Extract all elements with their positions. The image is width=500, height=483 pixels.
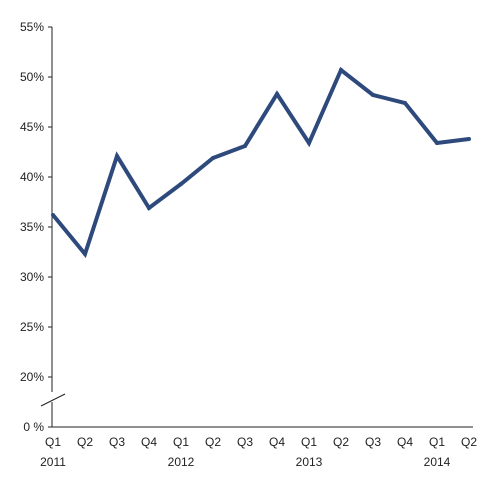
y-tick-label: 35% bbox=[20, 220, 44, 234]
x-tick-label: Q4 bbox=[269, 435, 285, 449]
series-line bbox=[51, 66, 470, 259]
x-year-label: 2012 bbox=[168, 455, 195, 469]
data-point bbox=[51, 213, 55, 217]
x-tick-label: Q3 bbox=[109, 435, 125, 449]
x-tick-label: Q3 bbox=[237, 435, 253, 449]
x-tick-label: Q1 bbox=[429, 435, 445, 449]
data-point bbox=[83, 252, 87, 256]
data-point bbox=[403, 101, 407, 105]
data-point bbox=[371, 93, 375, 97]
data-point bbox=[243, 144, 247, 148]
y-tick-label: 30% bbox=[20, 270, 44, 284]
x-tick-label: Q1 bbox=[173, 435, 189, 449]
x-axis: Q1 Q2 Q3 Q4 Q1 Q2 Q3 Q4 Q1 Q2 Q3 Q4 Q1 Q2 2011 2012 2013… bbox=[40, 426, 477, 469]
data-point bbox=[467, 137, 471, 141]
y-axis: 55% 50% 45% 40% 35% 30% 25% 20% 0 % bbox=[20, 20, 66, 434]
y-tick-label: 0 % bbox=[23, 420, 44, 434]
x-tick-label: Q3 bbox=[365, 435, 381, 449]
x-year-label: 2013 bbox=[296, 455, 323, 469]
x-tick-label: Q1 bbox=[301, 435, 317, 449]
data-point bbox=[339, 68, 343, 72]
axis-break-mark bbox=[40, 393, 66, 407]
data-point bbox=[147, 206, 151, 210]
series-layer bbox=[51, 66, 471, 259]
x-tick-label: Q2 bbox=[77, 435, 93, 449]
y-tick-label: 25% bbox=[20, 320, 44, 334]
y-tick-label: 45% bbox=[20, 120, 44, 134]
x-tick-label: Q4 bbox=[141, 435, 157, 449]
x-tick-label: Q4 bbox=[397, 435, 413, 449]
y-tick-label: 50% bbox=[20, 70, 44, 84]
y-tick-label: 40% bbox=[20, 170, 44, 184]
x-tick-label: Q2 bbox=[333, 435, 349, 449]
x-year-label: 2011 bbox=[40, 455, 66, 469]
data-point bbox=[115, 154, 119, 158]
x-tick-label: Q1 bbox=[45, 435, 61, 449]
x-tick-label: Q2 bbox=[461, 435, 477, 449]
data-point bbox=[307, 141, 311, 145]
y-tick-label: 55% bbox=[20, 20, 44, 34]
data-point bbox=[275, 92, 279, 96]
data-point bbox=[435, 141, 439, 145]
data-point bbox=[211, 156, 215, 160]
x-year-label: 2014 bbox=[424, 455, 451, 469]
x-tick-label: Q2 bbox=[205, 435, 221, 449]
data-point bbox=[179, 182, 183, 186]
y-tick-label: 20% bbox=[20, 370, 44, 384]
